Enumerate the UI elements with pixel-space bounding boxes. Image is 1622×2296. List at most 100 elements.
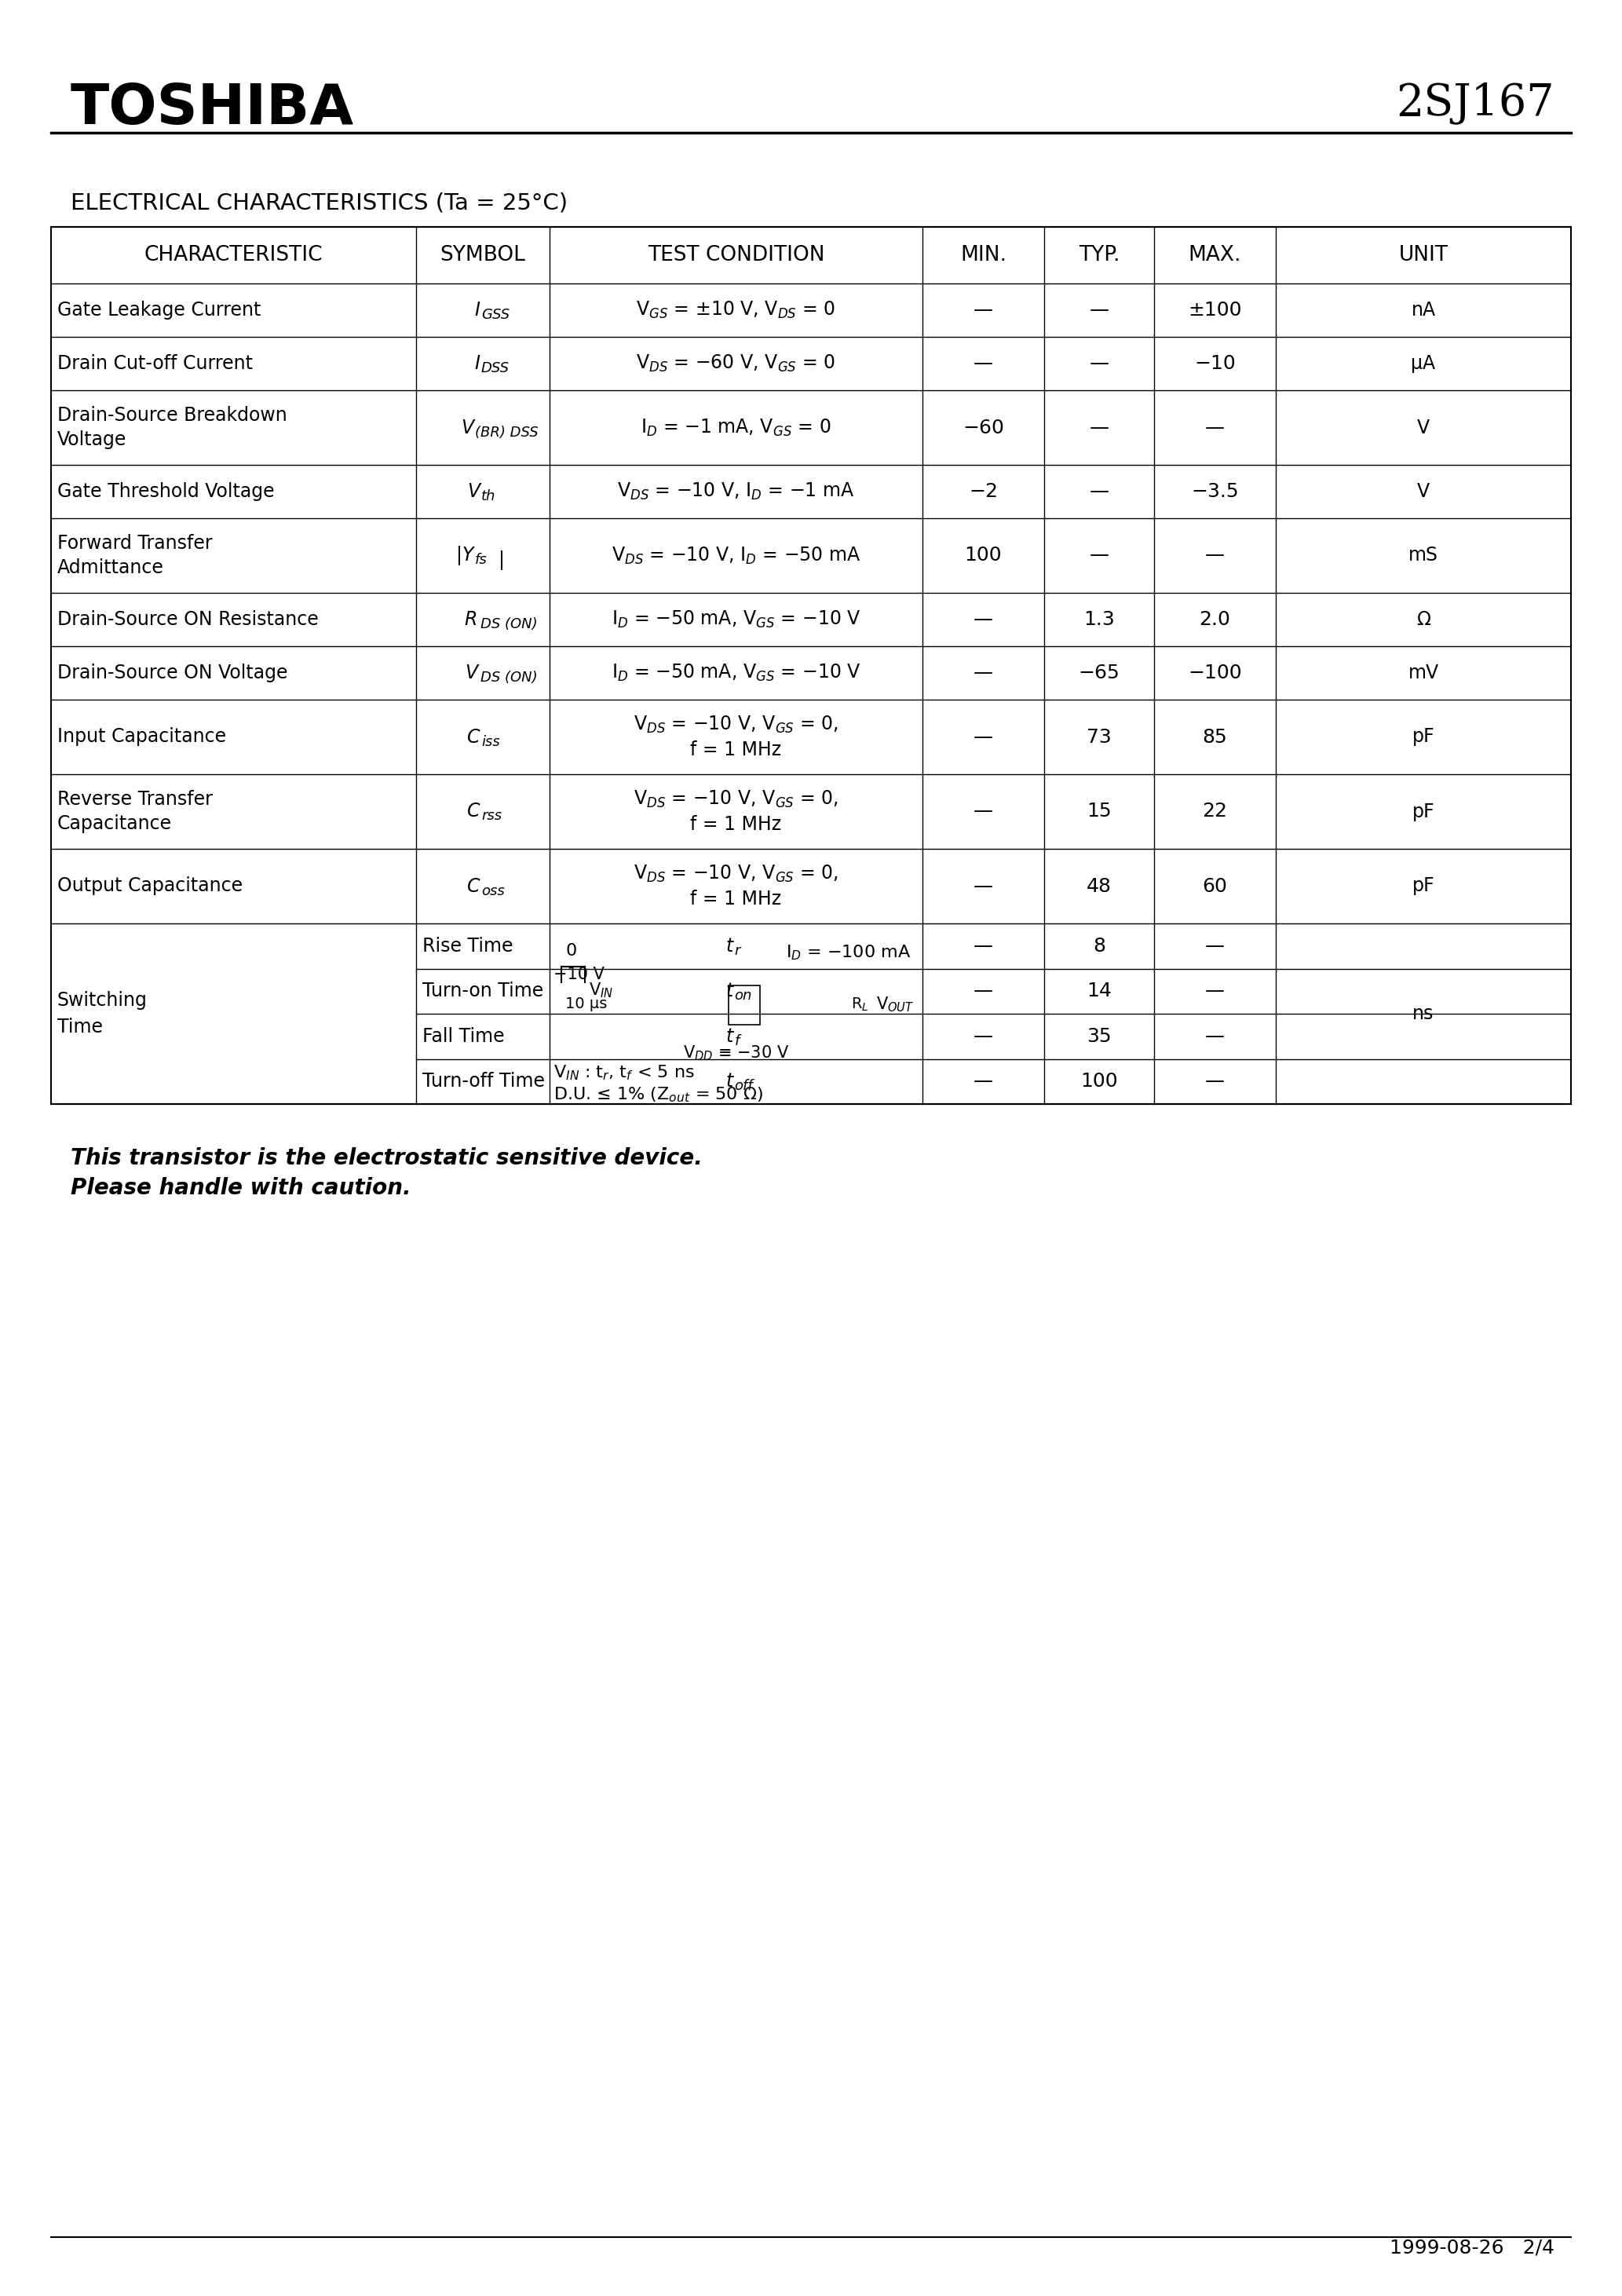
- Text: TEST CONDITION: TEST CONDITION: [647, 246, 824, 266]
- Text: V$_{DS}$ = −10 V, V$_{GS}$ = 0,
f = 1 MHz: V$_{DS}$ = −10 V, V$_{GS}$ = 0, f = 1 MH…: [634, 863, 839, 909]
- Text: V$_{DS}$ = −10 V, I$_{D}$ = −1 mA: V$_{DS}$ = −10 V, I$_{D}$ = −1 mA: [618, 482, 855, 503]
- Text: Turn-on Time: Turn-on Time: [422, 983, 543, 1001]
- Text: MIN.: MIN.: [960, 246, 1007, 266]
- Text: th: th: [482, 489, 496, 503]
- Text: 0: 0: [564, 944, 576, 960]
- Text: nA: nA: [1411, 301, 1435, 319]
- Text: Output Capacitance: Output Capacitance: [57, 877, 243, 895]
- Text: (BR) DSS: (BR) DSS: [475, 425, 539, 439]
- Text: Drain-Source ON Resistance: Drain-Source ON Resistance: [57, 611, 318, 629]
- Text: V$_{DS}$ = −10 V, I$_{D}$ = −50 mA: V$_{DS}$ = −10 V, I$_{D}$ = −50 mA: [611, 544, 861, 565]
- Text: —: —: [1090, 418, 1109, 436]
- Text: Ω: Ω: [1416, 611, 1431, 629]
- Text: C: C: [467, 728, 480, 746]
- Text: 1999-08-26   2/4: 1999-08-26 2/4: [1390, 2239, 1554, 2257]
- Text: V: V: [466, 664, 477, 682]
- Text: oss: oss: [482, 884, 504, 898]
- Text: V$_{DS}$ = −10 V, V$_{GS}$ = 0,
f = 1 MHz: V$_{DS}$ = −10 V, V$_{GS}$ = 0, f = 1 MH…: [634, 790, 839, 833]
- Text: Drain-Source Breakdown
Voltage: Drain-Source Breakdown Voltage: [57, 406, 287, 450]
- Text: f: f: [735, 1033, 740, 1047]
- Text: —: —: [973, 664, 993, 682]
- Text: 85: 85: [1202, 728, 1228, 746]
- Text: −2: −2: [968, 482, 998, 501]
- Text: 73: 73: [1087, 728, 1111, 746]
- Text: —: —: [1205, 1072, 1225, 1091]
- Text: r: r: [735, 944, 740, 957]
- Text: V$_{OUT}$: V$_{OUT}$: [876, 996, 915, 1015]
- Text: —: —: [973, 728, 993, 746]
- Text: −10 V: −10 V: [553, 967, 605, 983]
- Text: Turn-off Time: Turn-off Time: [422, 1072, 545, 1091]
- Text: R$_L$: R$_L$: [852, 996, 868, 1013]
- Text: —: —: [1205, 983, 1225, 1001]
- Text: 48: 48: [1087, 877, 1111, 895]
- Text: DSS: DSS: [482, 360, 509, 374]
- Text: 100: 100: [1080, 1072, 1118, 1091]
- Text: —: —: [973, 801, 993, 822]
- Text: −60: −60: [962, 418, 1004, 436]
- Text: —: —: [973, 937, 993, 955]
- Text: —: —: [1205, 418, 1225, 436]
- Text: ns: ns: [1413, 1003, 1434, 1024]
- Text: —: —: [1090, 354, 1109, 372]
- Text: —: —: [973, 1026, 993, 1045]
- Text: V$_{IN}$ : t$_{r}$, t$_{f}$ < 5 ns: V$_{IN}$ : t$_{r}$, t$_{f}$ < 5 ns: [553, 1063, 694, 1081]
- Text: 1.3: 1.3: [1083, 611, 1114, 629]
- Text: 60: 60: [1202, 877, 1228, 895]
- Text: Gate Leakage Current: Gate Leakage Current: [57, 301, 261, 319]
- Text: V$_{DS}$ = −10 V, V$_{GS}$ = 0,
f = 1 MHz: V$_{DS}$ = −10 V, V$_{GS}$ = 0, f = 1 MH…: [634, 714, 839, 760]
- Text: 2.0: 2.0: [1199, 611, 1231, 629]
- Text: iss: iss: [482, 735, 500, 748]
- Text: 8: 8: [1093, 937, 1106, 955]
- Text: 35: 35: [1087, 1026, 1111, 1045]
- Text: UNIT: UNIT: [1398, 246, 1448, 266]
- Text: 22: 22: [1202, 801, 1228, 822]
- Text: D.U. ≤ 1% (Z$_{out}$ = 50 Ω): D.U. ≤ 1% (Z$_{out}$ = 50 Ω): [553, 1086, 762, 1104]
- Text: MAX.: MAX.: [1189, 246, 1241, 266]
- Text: CHARACTERISTIC: CHARACTERISTIC: [144, 246, 323, 266]
- Text: −10: −10: [1194, 354, 1236, 372]
- Text: V: V: [1418, 418, 1429, 436]
- Text: Gate Threshold Voltage: Gate Threshold Voltage: [57, 482, 274, 501]
- Text: 10 μs: 10 μs: [564, 996, 607, 1010]
- Text: V$_{DS}$ = −60 V, V$_{GS}$ = 0: V$_{DS}$ = −60 V, V$_{GS}$ = 0: [636, 354, 835, 374]
- Text: —: —: [1205, 937, 1225, 955]
- Text: 100: 100: [965, 546, 1002, 565]
- Text: I$_{D}$ = −50 mA, V$_{GS}$ = −10 V: I$_{D}$ = −50 mA, V$_{GS}$ = −10 V: [611, 664, 861, 684]
- Text: μA: μA: [1411, 354, 1435, 372]
- Text: t: t: [725, 1026, 733, 1045]
- Text: Drain Cut-off Current: Drain Cut-off Current: [57, 354, 253, 372]
- Text: V: V: [461, 418, 474, 436]
- Text: TOSHIBA: TOSHIBA: [71, 83, 354, 135]
- Text: V$_{IN}$: V$_{IN}$: [589, 980, 613, 999]
- Text: I$_{D}$ = −100 mA: I$_{D}$ = −100 mA: [785, 944, 910, 962]
- Text: I: I: [474, 354, 480, 372]
- Text: —: —: [973, 301, 993, 319]
- Text: pF: pF: [1413, 728, 1434, 746]
- Text: I$_{D}$ = −1 mA, V$_{GS}$ = 0: I$_{D}$ = −1 mA, V$_{GS}$ = 0: [641, 418, 830, 439]
- Text: V$_{GS}$ = ±10 V, V$_{DS}$ = 0: V$_{GS}$ = ±10 V, V$_{DS}$ = 0: [636, 301, 835, 321]
- Text: —: —: [973, 611, 993, 629]
- Text: mV: mV: [1408, 664, 1439, 682]
- Text: Forward Transfer
Admittance: Forward Transfer Admittance: [57, 533, 212, 576]
- Text: mS: mS: [1408, 546, 1439, 565]
- Text: TYP.: TYP.: [1079, 246, 1119, 266]
- Text: —: —: [973, 1072, 993, 1091]
- Text: Switching
Time: Switching Time: [57, 992, 148, 1035]
- Text: t: t: [725, 937, 733, 955]
- Text: —: —: [973, 983, 993, 1001]
- Text: ELECTRICAL CHARACTERISTICS (Ta = 25°C): ELECTRICAL CHARACTERISTICS (Ta = 25°C): [71, 191, 568, 214]
- Text: pF: pF: [1413, 877, 1434, 895]
- Text: fs: fs: [475, 553, 487, 567]
- Text: |: |: [498, 551, 504, 569]
- Text: I$_{D}$ = −50 mA, V$_{GS}$ = −10 V: I$_{D}$ = −50 mA, V$_{GS}$ = −10 V: [611, 608, 861, 629]
- Text: −100: −100: [1187, 664, 1242, 682]
- Bar: [728, 985, 759, 1024]
- Text: Reverse Transfer
Capacitance: Reverse Transfer Capacitance: [57, 790, 212, 833]
- Text: 15: 15: [1087, 801, 1111, 822]
- Text: This transistor is the electrostatic sensitive device.: This transistor is the electrostatic sen…: [71, 1148, 702, 1169]
- Text: Please handle with caution.: Please handle with caution.: [71, 1178, 410, 1199]
- Text: C: C: [467, 801, 480, 822]
- Text: 2SJ167: 2SJ167: [1397, 83, 1554, 124]
- Text: DS (ON): DS (ON): [480, 670, 537, 684]
